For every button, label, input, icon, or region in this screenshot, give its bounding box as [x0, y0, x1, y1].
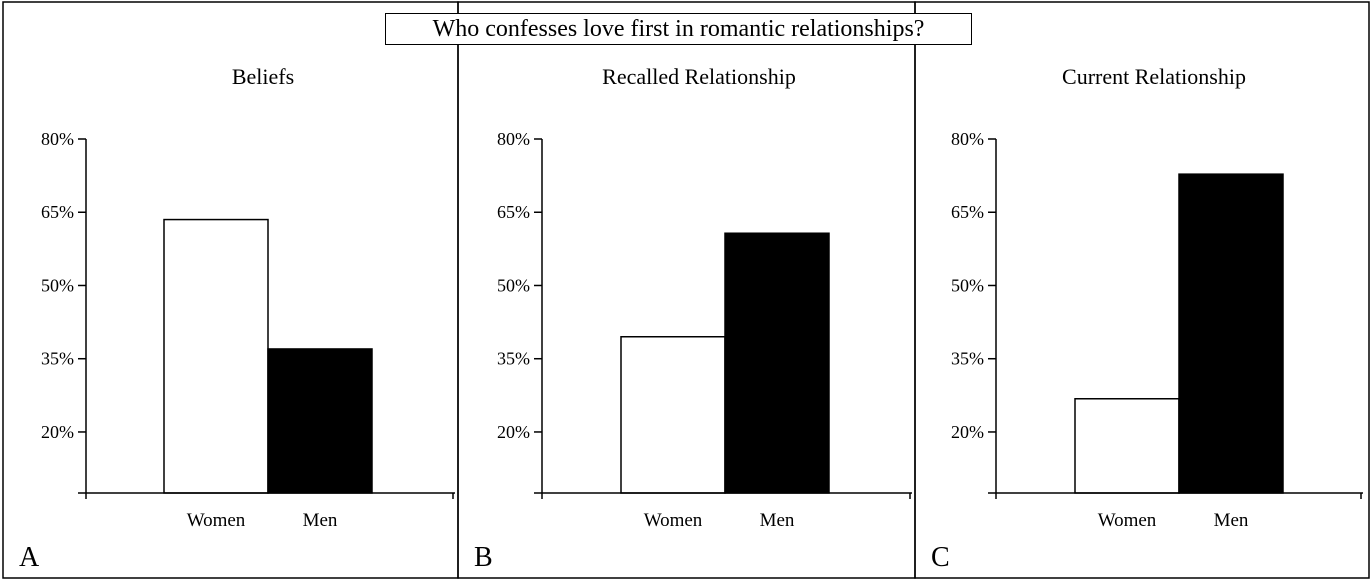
- panel-a-category-label: Men: [303, 510, 338, 531]
- panel-c-y-tick-label: 50%: [951, 275, 984, 295]
- panel-a-bar-men: [267, 348, 373, 494]
- panel-c-y-tick-label: 65%: [951, 202, 984, 222]
- panel-a-letter: A: [19, 542, 40, 573]
- panel-c-bar-men: [1178, 173, 1284, 494]
- panel-b-bar-men: [724, 232, 830, 494]
- panel-c-category-label: Women: [1098, 510, 1157, 531]
- panel-c-title: Current Relationship: [1062, 64, 1246, 89]
- panel-a-bar-women: [163, 218, 269, 494]
- panel-c-y-tick-label: 20%: [951, 422, 984, 442]
- panel-b-letter: B: [474, 542, 493, 573]
- panel-c-bar-women: [1074, 398, 1180, 494]
- panel-c-y-tick-label: 80%: [951, 129, 984, 149]
- panel-c-letter: C: [931, 542, 950, 573]
- panel-b-y-tick-label: 20%: [497, 422, 530, 442]
- panel-b-y-tick-label: 35%: [497, 349, 530, 369]
- panel-b-category-label: Women: [644, 510, 703, 531]
- panel-a-y-tick-label: 65%: [41, 202, 74, 222]
- panel-c-category-label: Men: [1214, 510, 1249, 531]
- panel-a-y-tick-label: 50%: [41, 275, 74, 295]
- panel-b-title: Recalled Relationship: [602, 64, 796, 89]
- panel-c-y-tick-label: 35%: [951, 349, 984, 369]
- panel-b-y-tick-label: 50%: [497, 275, 530, 295]
- panel-b-bar-women: [620, 336, 726, 494]
- panel-b-y-tick-label: 65%: [497, 202, 530, 222]
- panel-a-title: Beliefs: [232, 64, 294, 89]
- panel-a-y-tick-label: 80%: [41, 129, 74, 149]
- main-title: Who confesses love first in romantic rel…: [385, 13, 972, 45]
- panel-a-y-tick-label: 20%: [41, 422, 74, 442]
- panel-a-category-label: Women: [187, 510, 246, 531]
- panel-c-border: [914, 1, 1370, 579]
- panel-b-category-label: Men: [760, 510, 795, 531]
- panel-a-y-tick-label: 35%: [41, 349, 74, 369]
- panel-b-y-tick-label: 80%: [497, 129, 530, 149]
